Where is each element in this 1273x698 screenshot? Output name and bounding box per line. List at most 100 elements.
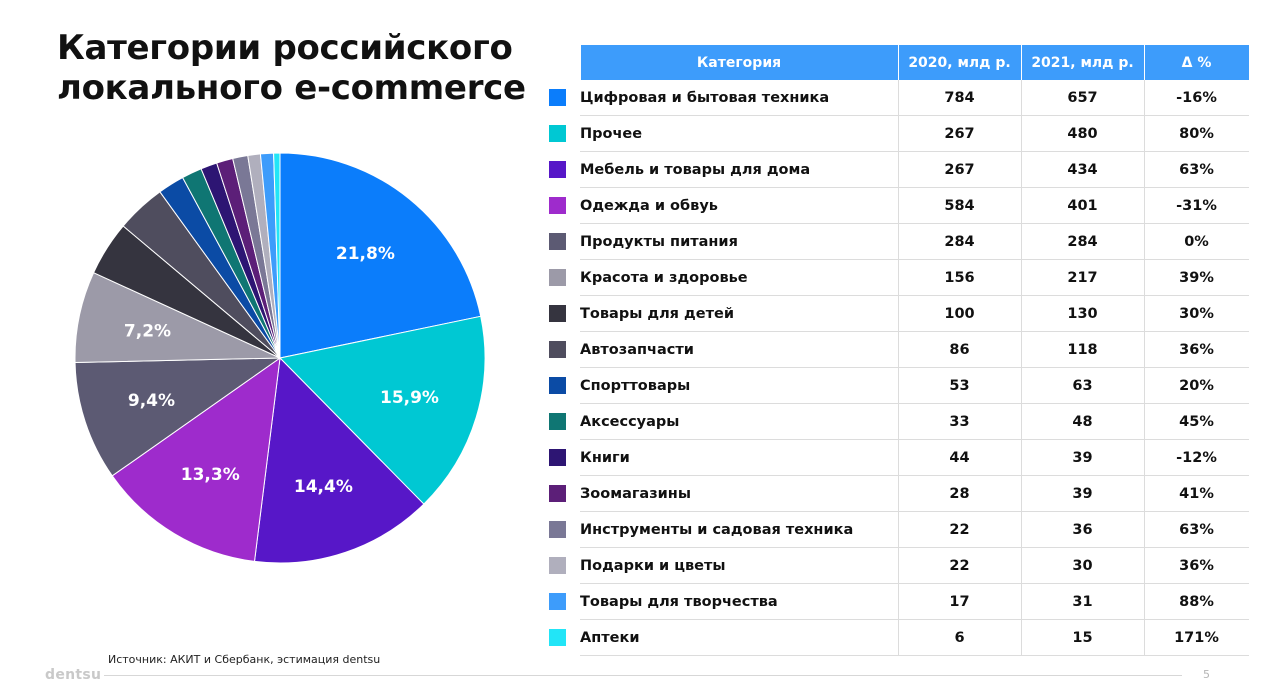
legend-swatch: [549, 593, 566, 610]
legend-swatch: [549, 557, 566, 574]
value-2020: 100: [897, 295, 1021, 332]
value-2020: 86: [897, 331, 1021, 368]
delta-percent: -16%: [1143, 80, 1249, 116]
pie-slice: [273, 152, 281, 359]
value-2020: 22: [897, 547, 1021, 584]
delta-percent: 45%: [1143, 403, 1249, 440]
source-note: Источник: АКИТ и Сбербанк, эстимация den…: [108, 653, 381, 666]
value-2021: 63: [1020, 367, 1144, 404]
table-row: Аксессуары 33 48 45%: [545, 403, 1249, 440]
swatch-cell: [545, 224, 580, 260]
pie-data-label: 13,3%: [181, 465, 240, 485]
swatch-cell: [545, 80, 580, 116]
legend-swatch: [549, 269, 566, 286]
swatch-cell: [545, 188, 580, 224]
legend-swatch: [549, 125, 566, 142]
category-name: Книги: [580, 439, 898, 476]
pie-data-label: 15,9%: [380, 388, 439, 408]
value-2021: 30: [1020, 547, 1144, 584]
pie-slice: [279, 315, 486, 505]
page-number: 5: [1203, 668, 1210, 681]
table-body: Цифровая и бытовая техника 784 657 -16% Проч…: [545, 80, 1249, 656]
table-row: Товары для детей 100 130 30%: [545, 295, 1249, 332]
pie-data-label: 7,2%: [124, 322, 171, 342]
pie-slice: [111, 356, 281, 562]
header-2020: 2020, млд р.: [898, 45, 1022, 80]
table-row: Прочее 267 480 80%: [545, 115, 1249, 152]
category-name: Инструменты и садовая техника: [580, 511, 898, 548]
category-name: Товары для творчества: [580, 583, 898, 620]
delta-percent: 0%: [1143, 223, 1249, 260]
delta-percent: 88%: [1143, 583, 1249, 620]
value-2021: 657: [1020, 80, 1144, 116]
value-2020: 28: [897, 475, 1021, 512]
swatch-cell: [545, 260, 580, 296]
legend-swatch: [549, 89, 566, 107]
swatch-cell: [545, 548, 580, 584]
table-row: Одежда и обвуь 584 401 -31%: [545, 187, 1249, 224]
delta-percent: -12%: [1143, 439, 1249, 476]
swatch-header: [545, 45, 581, 80]
value-2021: 39: [1020, 475, 1144, 512]
value-2020: 156: [897, 259, 1021, 296]
legend-swatch: [549, 233, 566, 250]
footer-divider: [104, 675, 1182, 676]
delta-percent: 36%: [1143, 331, 1249, 368]
pie-slice: [279, 152, 482, 359]
delta-percent: -31%: [1143, 187, 1249, 224]
swatch-cell: [545, 152, 580, 188]
category-name: Продукты питания: [580, 223, 898, 260]
value-2021: 217: [1020, 259, 1144, 296]
dentsu-logo: dentsu: [45, 667, 102, 683]
category-name: Одежда и обвуь: [580, 187, 898, 224]
pie-data-label: 21,8%: [336, 244, 395, 264]
value-2021: 401: [1020, 187, 1144, 224]
delta-percent: 39%: [1143, 259, 1249, 296]
delta-percent: 20%: [1143, 367, 1249, 404]
header-category: Категория: [580, 45, 899, 80]
category-name: Цифровая и бытовая техника: [580, 80, 898, 116]
delta-percent: 80%: [1143, 115, 1249, 152]
swatch-cell: [545, 368, 580, 404]
value-2020: 6: [897, 619, 1021, 656]
value-2021: 36: [1020, 511, 1144, 548]
legend-swatch: [549, 377, 566, 394]
value-2020: 44: [897, 439, 1021, 476]
table-row: Товары для творчества 17 31 88%: [545, 583, 1249, 620]
delta-percent: 171%: [1143, 619, 1249, 656]
table-row: Зоомагазины 28 39 41%: [545, 475, 1249, 512]
category-name: Аптеки: [580, 619, 898, 656]
pie-data-label: 9,4%: [128, 391, 175, 411]
value-2020: 267: [897, 151, 1021, 188]
value-2021: 434: [1020, 151, 1144, 188]
table-row: Инструменты и садовая техника 22 36 63%: [545, 511, 1249, 548]
value-2020: 784: [897, 80, 1021, 116]
category-name: Зоомагазины: [580, 475, 898, 512]
value-2021: 15: [1020, 619, 1144, 656]
delta-percent: 63%: [1143, 511, 1249, 548]
pie-slice: [74, 357, 282, 477]
category-table: Категория 2020, млд р. 2021, млд р. Δ % …: [545, 45, 1249, 656]
table-row: Продукты питания 284 284 0%: [545, 223, 1249, 260]
swatch-cell: [545, 476, 580, 512]
legend-swatch: [549, 521, 566, 538]
category-name: Прочее: [580, 115, 898, 152]
value-2021: 130: [1020, 295, 1144, 332]
category-name: Товары для детей: [580, 295, 898, 332]
value-2020: 17: [897, 583, 1021, 620]
value-2020: 584: [897, 187, 1021, 224]
legend-swatch: [549, 413, 566, 430]
table-row: Подарки и цветы 22 30 36%: [545, 547, 1249, 584]
pie-data-label: 14,4%: [294, 477, 353, 497]
value-2021: 31: [1020, 583, 1144, 620]
value-2020: 284: [897, 223, 1021, 260]
value-2020: 53: [897, 367, 1021, 404]
delta-percent: 63%: [1143, 151, 1249, 188]
category-name: Аксессуары: [580, 403, 898, 440]
value-2021: 480: [1020, 115, 1144, 152]
slide-title: Категории российского локального e-comme…: [57, 28, 527, 108]
table-row: Аптеки 6 15 171%: [545, 619, 1249, 656]
table-row: Книги 44 39 -12%: [545, 439, 1249, 476]
swatch-cell: [545, 332, 580, 368]
pie-slice: [253, 356, 425, 564]
